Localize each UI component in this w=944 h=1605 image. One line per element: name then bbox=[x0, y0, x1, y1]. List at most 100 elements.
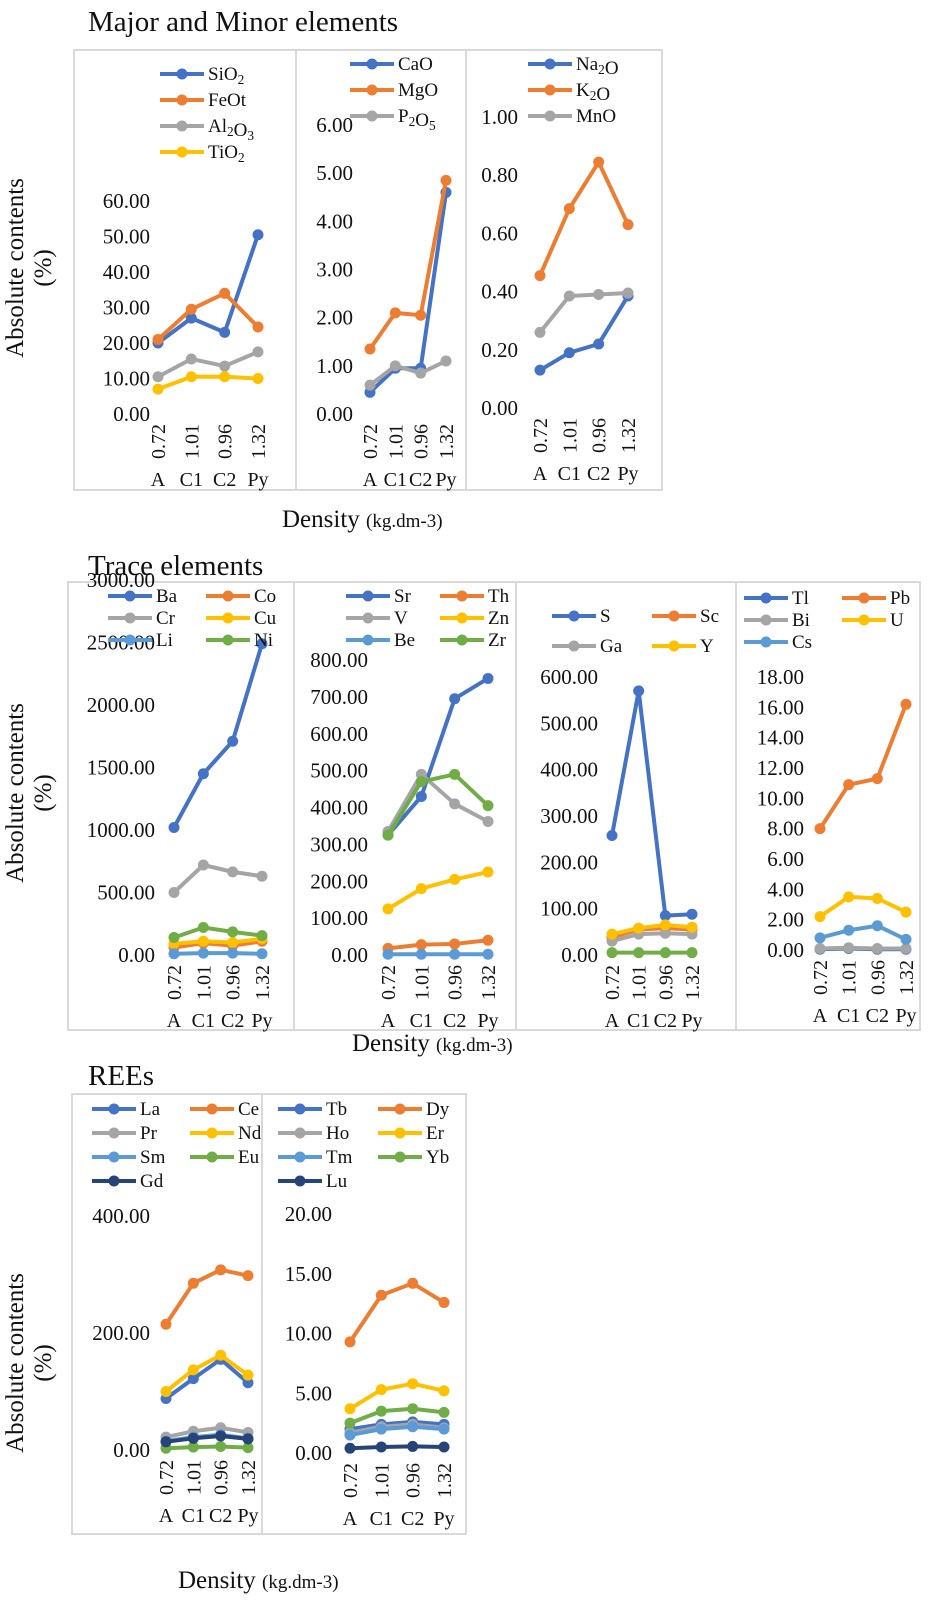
y-tick-label: 700.00 bbox=[310, 685, 368, 709]
data-point-Al2O3 bbox=[252, 346, 264, 358]
data-point-Be bbox=[382, 948, 394, 960]
y-tick-label: 0.00 bbox=[295, 1441, 332, 1465]
legend-label-TiO2: TiO2 bbox=[208, 142, 245, 165]
data-point-Yb bbox=[375, 1405, 387, 1417]
legend-marker bbox=[668, 610, 680, 622]
y-tick-label: 10.00 bbox=[285, 1322, 332, 1346]
x-tick-label: 0.96 bbox=[445, 965, 467, 1000]
data-point-Nd bbox=[242, 1369, 254, 1381]
x-category-label: C1 bbox=[182, 1505, 205, 1527]
y-tick-label: 3.00 bbox=[316, 258, 353, 282]
legend-label-Pr: Pr bbox=[140, 1123, 158, 1144]
data-point-series-4 bbox=[633, 947, 645, 959]
legend-label-Tl: Tl bbox=[792, 588, 809, 609]
series-line-MgO bbox=[368, 180, 448, 351]
data-point-SiO2 bbox=[185, 312, 197, 324]
legend-marker bbox=[568, 610, 580, 622]
x-tick-label: 0.96 bbox=[223, 965, 245, 1000]
legend-marker bbox=[222, 590, 234, 602]
legend-marker bbox=[294, 1127, 306, 1139]
x-category-label: C1 bbox=[370, 1508, 393, 1530]
chart-panel-8: 0.00 5.00 10.00 15.00 20.00 0.72 A 1.01 C1 0.96 C2… bbox=[261, 1093, 467, 1535]
y-tick-label: 800.00 bbox=[310, 648, 368, 672]
data-point-U bbox=[900, 906, 912, 918]
y-tick-label: 0.00 bbox=[113, 1438, 150, 1462]
legend-marker bbox=[294, 1151, 306, 1163]
data-point-Sr bbox=[482, 672, 494, 684]
y-tick-label: 200.00 bbox=[540, 850, 598, 874]
data-point-K2O bbox=[563, 203, 575, 215]
series-line-Tm bbox=[349, 1424, 445, 1438]
y-tick-label: 0.00 bbox=[481, 396, 518, 420]
data-point-Lu bbox=[407, 1440, 419, 1452]
data-point-La bbox=[187, 1373, 199, 1385]
legend-label-Li: Li bbox=[156, 630, 173, 651]
x-tick-label: 1.01 bbox=[411, 965, 433, 1000]
legend-label-Na2O: Na2O bbox=[576, 54, 619, 79]
panel-border bbox=[261, 1093, 467, 1535]
y-tick-label: 0.00 bbox=[113, 402, 150, 426]
xlabel-trace-text: Density bbox=[352, 1030, 430, 1057]
series-line-Cr bbox=[172, 863, 263, 894]
y-tick-label: 30.00 bbox=[103, 296, 150, 320]
data-point-Y bbox=[606, 928, 618, 940]
x-category-label: A bbox=[159, 1505, 174, 1527]
y-tick-label: 4.00 bbox=[767, 877, 804, 901]
y-tick-label: 60.00 bbox=[103, 189, 150, 213]
series-line-Th bbox=[387, 938, 489, 951]
series-line-Sc bbox=[611, 926, 693, 940]
y-tick-label: 8.00 bbox=[767, 817, 804, 841]
data-point-Tm bbox=[375, 1423, 387, 1435]
legend-marker bbox=[568, 640, 580, 652]
data-point-Zn bbox=[415, 883, 427, 895]
y-tick-label: 15.00 bbox=[285, 1262, 332, 1286]
chart-panel-2: 0.00 0.20 0.40 0.60 0.80 1.00 0.72 A 1.01 C1 0.96 C… bbox=[465, 49, 663, 491]
x-tick-label: 1.32 bbox=[238, 1460, 260, 1495]
legend-marker bbox=[394, 1127, 406, 1139]
series-line-Sr bbox=[386, 676, 490, 837]
data-point-Ce bbox=[187, 1277, 199, 1289]
legend-label-Pb: Pb bbox=[890, 588, 910, 609]
legend-label-Nd: Nd bbox=[238, 1123, 262, 1144]
x-category-label: A bbox=[533, 463, 548, 485]
x-category-label: A bbox=[363, 469, 378, 491]
legend-marker bbox=[394, 1103, 406, 1115]
x-category-label: C2 bbox=[209, 1505, 232, 1527]
data-point-Dy bbox=[344, 1336, 356, 1348]
data-point-Bi bbox=[814, 942, 826, 954]
series-line-Cs bbox=[819, 923, 907, 942]
xlabel-trace-unit: (kg.dm-3) bbox=[436, 1035, 513, 1056]
x-tick-label: 1.01 bbox=[193, 965, 215, 1000]
legend-label-MnO: MnO bbox=[576, 106, 616, 127]
data-point-Gd bbox=[160, 1436, 172, 1448]
x-tick-label: 0.96 bbox=[215, 424, 237, 459]
xlabel-rees-text: Density bbox=[178, 1567, 256, 1594]
xlabel-major-text: Density bbox=[282, 506, 360, 533]
data-point-Nd bbox=[187, 1364, 199, 1376]
x-category-label: A bbox=[605, 1010, 620, 1032]
data-point-MnO bbox=[534, 326, 546, 338]
y-tick-label: 200.00 bbox=[310, 869, 368, 893]
x-category-label: Py bbox=[681, 1010, 702, 1032]
data-point-TiO2 bbox=[219, 371, 231, 383]
data-point-TiO2 bbox=[252, 373, 264, 384]
data-point-MnO bbox=[622, 287, 634, 299]
data-point-Na2O bbox=[593, 338, 605, 350]
x-tick-label: 0.72 bbox=[602, 965, 624, 1000]
data-point-Pb bbox=[843, 779, 855, 791]
data-point-K2O bbox=[593, 156, 605, 168]
data-point-S bbox=[606, 829, 618, 841]
legend-marker bbox=[206, 1151, 218, 1163]
x-category-label: C1 bbox=[410, 1010, 433, 1032]
chart-panel-0: 0.0010.0020.0030.0040.0050.0060.000.72A1… bbox=[73, 49, 297, 491]
section-title-rees: REEs bbox=[88, 1060, 155, 1092]
data-point-SiO2 bbox=[252, 229, 264, 241]
y-tick-label: 6.00 bbox=[767, 847, 804, 871]
legend-label-Zr: Zr bbox=[488, 630, 507, 651]
data-point-Zn bbox=[382, 903, 394, 915]
legend-marker bbox=[456, 634, 468, 646]
data-point-Nd bbox=[160, 1386, 172, 1397]
data-point-Eu bbox=[187, 1441, 199, 1453]
data-point-SiO2 bbox=[219, 326, 231, 338]
x-tick-label: 1.01 bbox=[183, 1460, 205, 1495]
